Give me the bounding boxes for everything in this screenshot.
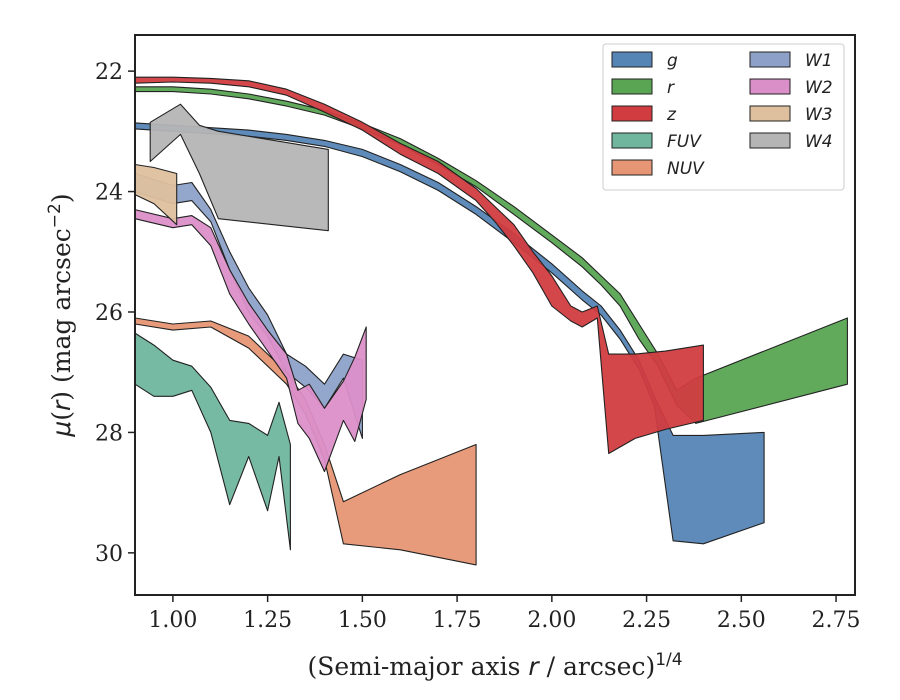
- y-axis: 22 24 26 28 30: [95, 60, 135, 567]
- x-tick-label: 2.50: [717, 608, 766, 633]
- legend-label-w1: W1: [805, 51, 833, 71]
- legend-label-fuv: FUV: [667, 132, 702, 152]
- legend-swatch-w3: [749, 105, 791, 122]
- y-axis-label-var: r: [47, 399, 76, 411]
- legend-label-g: g: [667, 51, 678, 71]
- y-tick-label: 28: [95, 421, 123, 446]
- x-axis-label-tail: / arcsec): [539, 652, 656, 681]
- legend-swatch-w4: [749, 132, 791, 149]
- x-tick-label: 1.00: [148, 608, 197, 633]
- band-w2: [134, 209, 367, 473]
- legend-swatch-nuv: [611, 159, 653, 176]
- legend-swatch-fuv: [611, 132, 653, 149]
- x-axis-label-main: (Semi-major axis: [307, 652, 528, 681]
- y-axis-label-open: (: [47, 411, 76, 421]
- legend-label-r: r: [667, 78, 675, 98]
- legend-label-nuv: NUV: [667, 159, 705, 179]
- y-tick-label: 22: [95, 60, 123, 85]
- band-fuv: [134, 332, 291, 551]
- legend-swatch-w1: [749, 51, 791, 68]
- legend-label-z: z: [666, 105, 677, 125]
- x-tick-label: 1.25: [243, 608, 292, 633]
- legend-label-w2: W2: [805, 78, 833, 98]
- x-tick-label: 2.25: [622, 608, 671, 633]
- x-axis-label: (Semi-major axis r / arcsec)1/4: [307, 650, 682, 681]
- y-axis-label: μ(r) (mag arcsec−2): [45, 193, 76, 437]
- legend-label-w3: W3: [805, 105, 833, 125]
- y-tick-label: 24: [95, 181, 123, 206]
- y-tick-label: 26: [95, 301, 123, 326]
- band-layer: [134, 76, 848, 566]
- y-axis-label-exponent: −2: [45, 203, 65, 228]
- legend-label-w4: W4: [805, 132, 833, 152]
- plot-frame: [134, 34, 856, 596]
- x-tick-label: 2.75: [812, 608, 861, 633]
- band-g: [134, 122, 765, 545]
- y-axis-label-mu: μ: [47, 421, 76, 438]
- y-tick-label: 30: [95, 542, 123, 567]
- x-tick-label: 1.75: [433, 608, 482, 633]
- x-tick-label: 1.50: [338, 608, 387, 633]
- legend-swatch-g: [611, 51, 653, 68]
- legend-swatch-z: [611, 105, 653, 122]
- x-tick-label: 2.00: [527, 608, 576, 633]
- x-axis-label-exponent: 1/4: [655, 650, 682, 670]
- x-axis: 1.00 1.25 1.50 1.75 2.00 2.25 2.50 2.75: [148, 595, 861, 633]
- band-z: [134, 76, 704, 455]
- legend-swatch-w2: [749, 78, 791, 95]
- x-axis-label-var: r: [528, 652, 540, 681]
- band-w4: [149, 103, 329, 232]
- y-axis-label-end: ): [47, 193, 76, 203]
- y-axis-label-close: ) (mag arcsec: [47, 228, 76, 401]
- band-nuv: [134, 317, 477, 566]
- legend: grz FUV NUV W1 W2 W3 W4: [602, 43, 845, 191]
- legend-swatch-r: [611, 78, 653, 95]
